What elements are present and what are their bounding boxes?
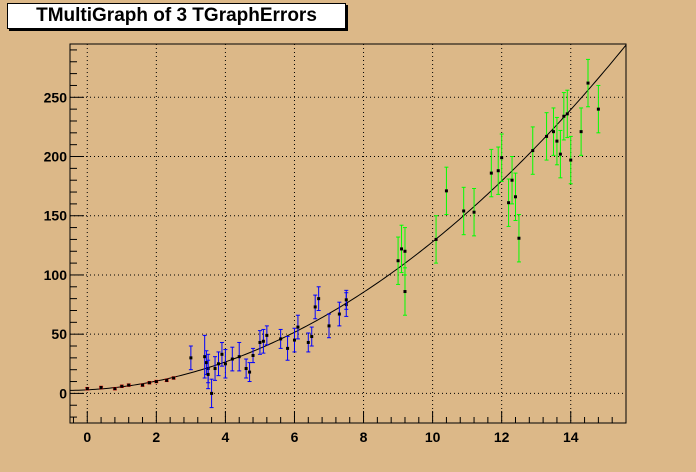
data-point [292,338,296,342]
data-point [296,325,300,329]
x-tick-label: 10 [425,429,441,445]
data-point [569,158,573,162]
data-point [558,152,562,156]
data-point [237,355,241,359]
x-tick-label: 8 [360,429,368,445]
data-point [513,195,517,199]
data-point [154,380,158,384]
data-point [400,247,404,251]
data-point [206,372,210,376]
y-tick-label: 150 [44,208,68,224]
x-tick-label: 14 [563,429,579,445]
data-point [306,340,310,344]
data-point [258,340,262,344]
y-tick-label: 100 [44,267,68,283]
series-0 [85,376,176,391]
data-point [223,362,227,366]
data-point [230,357,234,361]
data-point [210,391,214,395]
data-point [85,387,89,391]
data-point [565,112,569,116]
data-point [313,305,317,309]
x-tick-label: 4 [222,429,230,445]
data-point [337,312,341,316]
data-point [434,237,438,241]
data-point [251,353,255,357]
data-point [496,169,500,173]
data-point [286,346,290,350]
chart-title: TMultiGraph of 3 TGraphErrors [7,3,346,29]
data-point [248,370,252,374]
data-point [265,333,269,337]
data-point [562,114,566,118]
data-point [141,383,145,387]
y-tick-label: 0 [59,385,67,401]
data-point [396,259,400,263]
data-point [165,378,169,382]
data-point [244,367,248,371]
data-point [444,189,448,193]
data-point [403,249,407,253]
series [85,58,601,409]
data-point [310,335,314,339]
data-point [213,367,217,371]
plot-frame [69,43,627,424]
data-point [545,134,549,138]
series-2 [396,58,601,316]
x-tick-label: 12 [494,429,510,445]
data-point [120,384,124,388]
data-point [531,149,535,153]
data-point [172,376,176,380]
data-point [472,210,476,214]
data-point [220,352,224,356]
data-point [204,361,208,365]
grid [70,44,626,423]
data-point [551,130,555,134]
y-tick-label: 200 [44,149,68,165]
data-point [507,201,511,205]
data-point [147,381,151,385]
data-point [99,385,103,389]
data-point [203,355,207,359]
data-point [555,139,559,143]
data-point [113,387,117,391]
data-point [261,339,265,343]
data-point [344,298,348,302]
x-tick-label: 0 [83,429,91,445]
data-point [189,356,193,360]
x-tick-label: 6 [291,429,299,445]
data-point [596,107,600,111]
data-point [489,171,493,175]
data-point [462,209,466,213]
x-tick-label: 2 [152,429,160,445]
data-point [317,297,321,301]
data-point [517,236,521,240]
axes: 0 2 4 6 8 10 12 14 0 50 100 150 200 250 [44,49,627,445]
data-point [327,324,331,328]
data-point [279,337,283,341]
data-point [403,290,407,294]
data-point [127,383,131,387]
data-point [510,178,514,182]
series-1 [188,286,349,409]
data-point [216,362,220,366]
data-point [500,156,504,160]
y-tick-label: 50 [51,326,67,342]
data-point [579,130,583,134]
y-tick-label: 250 [44,89,68,105]
data-point [586,81,590,85]
